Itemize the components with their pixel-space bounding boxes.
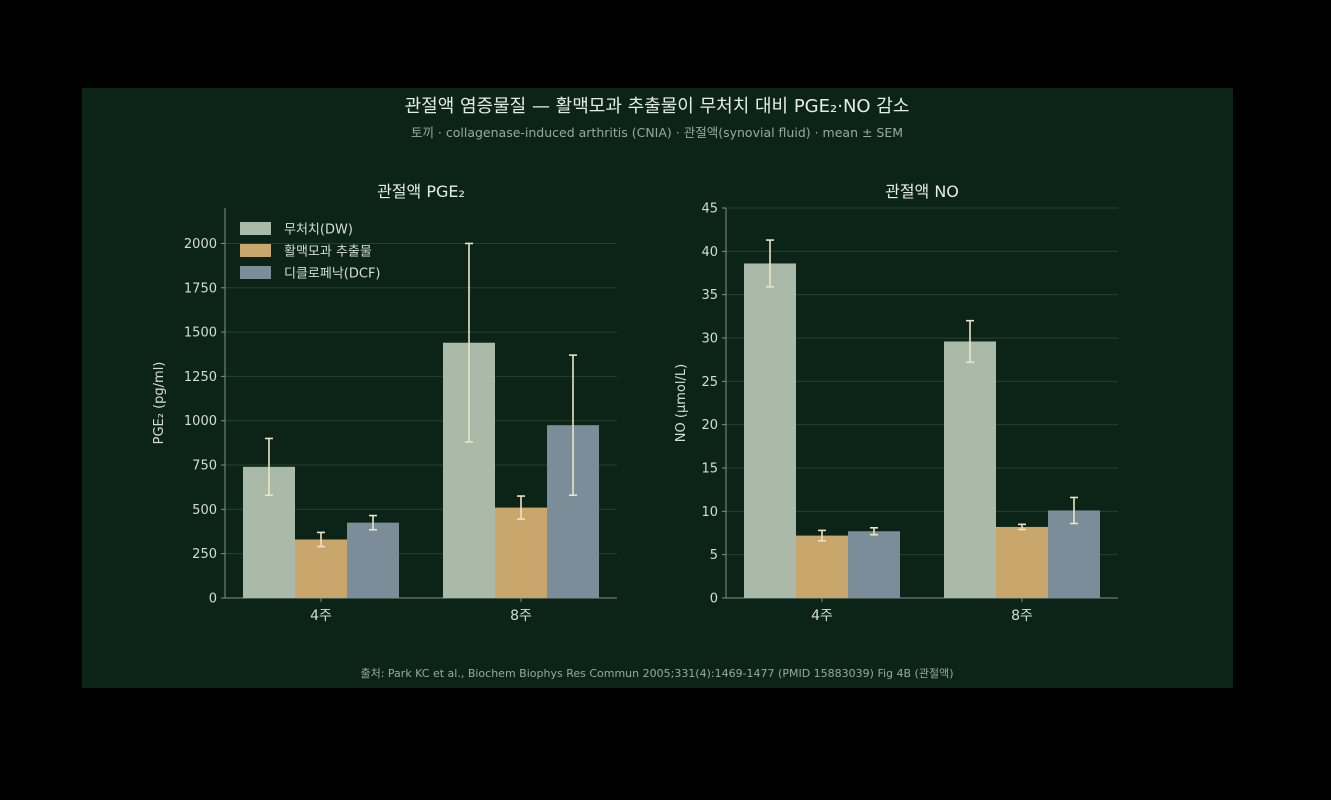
error-bar xyxy=(317,531,325,548)
bar xyxy=(996,526,1048,598)
legend-label: 디클로페낙(DCF) xyxy=(284,267,381,282)
y-tick-label: 0 xyxy=(209,592,217,607)
error-bar xyxy=(569,354,577,496)
error-bar xyxy=(1018,523,1026,531)
error-bar xyxy=(766,239,774,288)
y-tick-label: 35 xyxy=(701,288,718,303)
y-tick-label: 1750 xyxy=(184,281,217,296)
y-tick-label: 1500 xyxy=(184,326,217,341)
error-bar xyxy=(369,514,377,531)
y-tick-label: 1000 xyxy=(184,414,217,429)
error-bar xyxy=(870,526,878,536)
y-tick-label: 2000 xyxy=(184,237,217,252)
x-tick-label: 4주 xyxy=(310,608,332,624)
error-bar xyxy=(517,495,525,520)
error-bar xyxy=(966,319,974,364)
y-tick-label: 30 xyxy=(701,332,718,347)
bar xyxy=(796,535,848,598)
figure-source: 출처: Park KC et al., Biochem Biophys Res … xyxy=(360,667,953,680)
y-tick-label: 25 xyxy=(701,375,718,390)
error-bar xyxy=(465,242,473,443)
legend-swatch xyxy=(240,244,271,257)
figure-subtitle: 토끼 · collagenase-induced arthritis (CNIA… xyxy=(411,125,903,140)
y-tick-label: 5 xyxy=(710,548,718,563)
bar xyxy=(744,263,796,598)
y-tick-label: 40 xyxy=(701,245,718,260)
x-tick-label: 8주 xyxy=(1011,608,1033,624)
bar xyxy=(295,539,347,598)
legend-label: 무처치(DW) xyxy=(284,223,353,238)
legend-label: 활맥모과 추출물 xyxy=(284,245,372,260)
chart-title: 관절액 PGE₂ xyxy=(377,182,465,201)
y-tick-label: 20 xyxy=(701,418,718,433)
y-axis-label: PGE₂ (pg/ml) xyxy=(152,362,167,445)
figure-title: 관절액 염증물질 — 활맥모과 추출물이 무처치 대비 PGE₂·NO 감소 xyxy=(405,96,910,117)
y-tick-label: 1250 xyxy=(184,370,217,385)
bar xyxy=(495,507,547,598)
chart-title: 관절액 NO xyxy=(885,182,959,201)
y-tick-label: 500 xyxy=(192,503,217,518)
error-bar xyxy=(818,529,826,542)
y-tick-label: 750 xyxy=(192,459,217,474)
legend-swatch xyxy=(240,222,271,235)
y-tick-label: 10 xyxy=(701,505,718,520)
bar xyxy=(944,341,996,598)
y-tick-label: 250 xyxy=(192,547,217,562)
bar xyxy=(347,522,399,598)
pge2-chart: 0 250 500 750 1000 1250 1500 1750 2000 4주 8주 관절액 PG… xyxy=(152,182,617,624)
x-tick-label: 4주 xyxy=(811,608,833,624)
legend-swatch xyxy=(240,266,271,279)
y-tick-label: 45 xyxy=(701,202,718,217)
y-tick-label: 0 xyxy=(710,592,718,607)
bar xyxy=(848,531,900,598)
x-tick-label: 8주 xyxy=(510,608,532,624)
no-chart: 0 5 10 15 20 25 30 35 40 45 4주 8주 관절액 NO NO (μmol/L) xyxy=(674,182,1118,624)
y-tick-label: 15 xyxy=(701,462,718,477)
y-axis-label: NO (μmol/L) xyxy=(674,364,689,442)
bar xyxy=(1048,510,1100,598)
error-bar xyxy=(265,437,273,496)
error-bar xyxy=(1070,496,1078,525)
